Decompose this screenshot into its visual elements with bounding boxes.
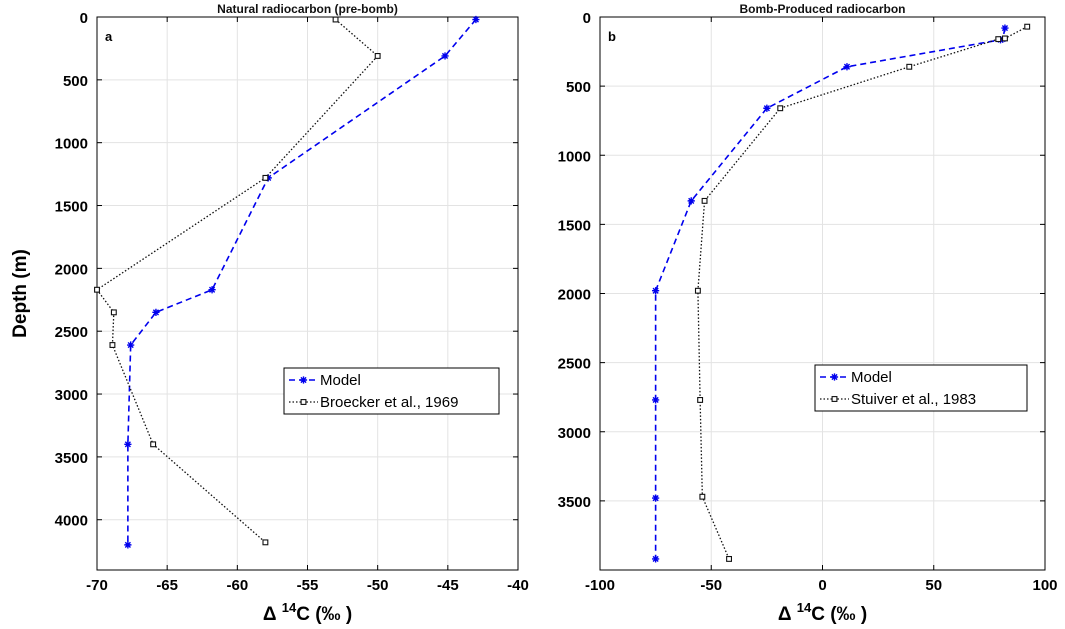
chart-b-series-observations-point-8 xyxy=(699,493,706,500)
chart-a-series-observations-point-6 xyxy=(150,441,157,448)
chart-b-panel-label: b xyxy=(608,29,616,44)
chart-b-series-observations-point-0 xyxy=(1024,23,1031,30)
chart-a-x-axis-label-sup: 14 xyxy=(282,600,297,615)
chart-a-series-observations-point-2 xyxy=(262,174,269,181)
chart-a-series-model-point-6 xyxy=(124,440,132,448)
chart-a-xtick-label-3: -55 xyxy=(297,577,319,594)
chart-b-series-model-point-5 xyxy=(687,197,695,205)
chart-b-x-axis-label: Δ 14C (‰ ) xyxy=(778,600,867,625)
chart-a-x-axis-label-main: Δ xyxy=(263,604,282,625)
chart-a-ytick-label-0: 0 xyxy=(80,10,88,27)
chart-a-ytick-label-2: 1000 xyxy=(55,136,88,153)
chart-a-series-model-point-0 xyxy=(472,15,480,24)
chart-b-series-model-point-4 xyxy=(763,104,771,112)
chart-a-series-observations-line xyxy=(96,19,379,543)
chart-b-legend-marker-0 xyxy=(830,373,839,381)
chart-b-ytick-label-1: 500 xyxy=(566,79,591,96)
chart-b-series-model-point-9 xyxy=(652,555,660,563)
chart-b-x-axis-label-main: Δ xyxy=(778,604,797,625)
chart-a-ytick-label-6: 3000 xyxy=(55,387,88,404)
chart-a-xtick-label-0: -70 xyxy=(86,577,108,594)
chart-b-series-observations-point-6 xyxy=(694,287,701,294)
chart-b-x-axis-label-rest: C (‰ ) xyxy=(811,604,867,625)
chart-b-xtick-label-0: -100 xyxy=(585,577,615,594)
chart-panel-a: -70 -65 -60 -55 -50 -45 -40 0 500 1000 1500 2000 250… xyxy=(10,2,529,625)
chart-a-series-model-point-1 xyxy=(441,52,449,60)
chart-a-xtick-label-4: -50 xyxy=(367,577,389,594)
chart-a-series-model-point-3 xyxy=(208,286,216,294)
chart-a-legend-marker-0 xyxy=(299,376,308,384)
chart-b-ytick-label-5: 2500 xyxy=(558,356,591,373)
chart-b-legend-entry-1: Stuiver et al., 1983 xyxy=(851,391,976,408)
chart-a-xtick-label-1: -65 xyxy=(156,577,178,594)
chart-b-series-model xyxy=(652,24,1009,563)
chart-b-ytick-label-3: 1500 xyxy=(558,217,591,234)
chart-a-series-observations-point-5 xyxy=(109,342,116,348)
chart-a-legend-marker-1 xyxy=(300,399,307,405)
chart-b-ytick-label-7: 3500 xyxy=(558,494,591,511)
chart-a-title: Natural radiocarbon (pre-bomb) xyxy=(217,2,398,16)
chart-b-legend: Model Stuiver et al., 1983 xyxy=(814,364,1028,412)
chart-a-x-axis-label-rest: C (‰ ) xyxy=(296,604,352,625)
chart-a-legend: Model Broecker et al., 1969 xyxy=(283,367,500,415)
chart-a-panel-label: a xyxy=(105,29,113,44)
chart-a-series-model-point-7 xyxy=(124,541,132,549)
chart-a-series-observations-point-1 xyxy=(374,53,381,59)
chart-b-x-axis-label-sup: 14 xyxy=(797,600,812,615)
chart-a-xtick-label-2: -60 xyxy=(226,577,248,594)
chart-a-series-observations-point-3 xyxy=(94,286,100,293)
chart-b-title: Bomb-Produced radiocarbon xyxy=(739,2,905,16)
chart-b-series-observations-line xyxy=(697,26,1028,560)
chart-b-series-model-point-0 xyxy=(1001,24,1009,32)
chart-a-ytick-label-5: 2500 xyxy=(55,324,88,341)
chart-a-series-observations xyxy=(94,16,381,546)
chart-b-legend-marker-1 xyxy=(831,396,838,402)
chart-a-legend-box xyxy=(283,367,500,415)
chart-b-series-model-point-6 xyxy=(652,287,660,295)
chart-a-legend-entry-1: Broecker et al., 1969 xyxy=(320,394,458,411)
chart-a-ytick-label-8: 4000 xyxy=(55,513,88,530)
chart-a-series-model-point-5 xyxy=(127,341,135,349)
chart-a-legend-entry-0: Model xyxy=(320,372,361,389)
chart-b-legend-entry-0: Model xyxy=(851,369,892,386)
chart-b-series-observations-point-3 xyxy=(906,63,913,70)
chart-a-ytick-label-4: 2000 xyxy=(55,261,88,278)
chart-a-ytick-label-7: 3500 xyxy=(55,450,88,467)
chart-a-xtick-label-5: -45 xyxy=(437,577,459,594)
chart-b-xtick-label-4: 100 xyxy=(1032,577,1057,594)
chart-b-series-observations-point-1 xyxy=(1001,35,1008,42)
chart-b-series-observations-point-2 xyxy=(995,36,1002,43)
chart-a-series-model xyxy=(124,15,480,549)
chart-a-y-axis-label: Depth (m) xyxy=(10,249,31,338)
chart-b-series-observations-point-5 xyxy=(701,197,708,204)
chart-b-xtick-label-2: 0 xyxy=(818,577,826,594)
chart-b-xtick-label-3: 50 xyxy=(925,577,942,594)
chart-b-xtick-label-1: -50 xyxy=(700,577,722,594)
chart-b-series-model-point-7 xyxy=(652,396,660,404)
chart-b-legend-box xyxy=(814,364,1028,412)
chart-a-x-axis-label: Δ 14C (‰ ) xyxy=(263,600,352,625)
chart-b-series-observations xyxy=(694,23,1031,562)
chart-b-ytick-label-2: 1000 xyxy=(558,148,591,165)
chart-a-series-observations-point-7 xyxy=(262,539,269,546)
chart-b-series-observations-point-4 xyxy=(777,105,784,112)
chart-a-xtick-label-6: -40 xyxy=(507,577,529,594)
chart-b-ytick-label-0: 0 xyxy=(583,10,591,27)
chart-b-series-observations-point-7 xyxy=(697,397,704,403)
chart-b-series-observations-point-9 xyxy=(726,555,733,562)
chart-b-ytick-label-4: 2000 xyxy=(558,287,591,304)
chart-b-series-model-point-8 xyxy=(652,494,660,502)
chart-a-ytick-label-3: 1500 xyxy=(55,199,88,216)
chart-a-ytick-label-1: 500 xyxy=(63,73,88,90)
chart-panel-b: -100 -50 0 50 100050010001500200025003000350… xyxy=(558,2,1058,625)
chart-a-series-observations-point-0 xyxy=(332,16,339,23)
chart-a-series-model-point-4 xyxy=(152,308,160,316)
chart-b-series-model-point-3 xyxy=(843,63,851,71)
chart-b-ytick-label-6: 3000 xyxy=(558,425,591,442)
chart-a-series-observations-point-4 xyxy=(110,309,117,316)
chart-a-series-model-line xyxy=(127,18,477,545)
